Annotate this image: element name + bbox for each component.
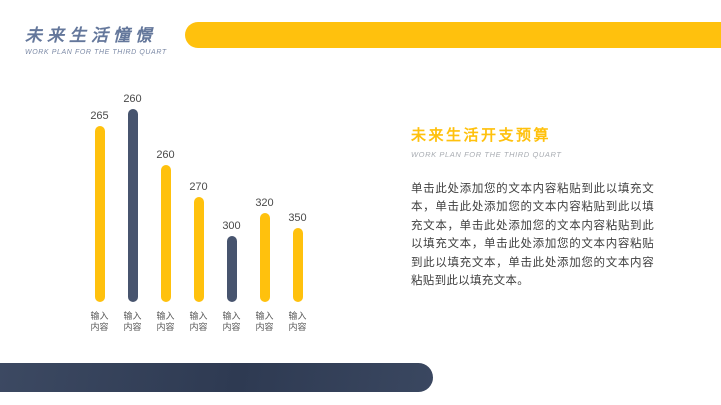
bar-area: 300: [215, 90, 248, 302]
content-panel: 未来生活开支预算 WORK PLAN FOR THE THIRD QUART 单…: [411, 124, 654, 290]
chart-bar: [193, 197, 204, 302]
bar-area: 270: [182, 90, 215, 302]
bar-value-label: 260: [156, 149, 175, 161]
bar-category-label: 输入 内容: [255, 311, 274, 332]
chart-column: 350 输入 内容: [281, 90, 314, 333]
slide-header: 未来生活憧憬 WORK PLAN FOR THE THIRD QUART: [25, 21, 167, 56]
bar-category-label: 输入 内容: [189, 311, 208, 332]
bar-category-label: 输入 内容: [90, 311, 109, 332]
chart-column: 260 输入 内容: [149, 90, 182, 333]
bar-area: 260: [116, 90, 149, 302]
bar-value-label: 350: [288, 212, 307, 224]
bar-category-label: 输入 内容: [222, 311, 241, 332]
bar-value-label: 260: [123, 93, 142, 105]
chart-column: 265 输入 内容: [83, 90, 116, 333]
bottom-accent-bar-shape: [0, 363, 433, 392]
bar-value-label: 270: [189, 181, 208, 193]
chart-bar: [127, 109, 138, 302]
chart-bar: [292, 228, 303, 302]
bar-chart: 265 输入 内容 260 输入 内容 260 输入 内容 270 输入 内容 300 输入 内容…: [83, 90, 314, 333]
chart-column: 270 输入 内容: [182, 90, 215, 333]
bar-area: 350: [281, 90, 314, 302]
slide-subtitle: WORK PLAN FOR THE THIRD QUART: [25, 49, 167, 56]
bar-value-label: 265: [90, 110, 109, 122]
chart-column: 300 输入 内容: [215, 90, 248, 333]
slide-title: 未来生活憧憬: [25, 26, 157, 45]
bar-area: 265: [83, 90, 116, 302]
bar-category-label: 输入 内容: [156, 311, 175, 332]
bar-value-label: 320: [255, 197, 274, 209]
chart-bar: [226, 236, 237, 302]
chart-column: 320 输入 内容: [248, 90, 281, 333]
bar-area: 260: [149, 90, 182, 302]
chart-bar: [94, 126, 105, 302]
panel-heading: 未来生活开支预算: [411, 127, 552, 144]
panel-subheading: WORK PLAN FOR THE THIRD QUART: [411, 150, 562, 159]
chart-bar: [160, 165, 171, 302]
bar-category-label: 输入 内容: [288, 311, 307, 332]
panel-body-text: 单击此处添加您的文本内容粘贴到此以填充文本，单击此处添加您的文本内容粘贴到此以填…: [411, 183, 654, 288]
bar-area: 320: [248, 90, 281, 302]
top-accent-bar-shape: [185, 22, 721, 48]
chart-bar: [259, 213, 270, 302]
bar-category-label: 输入 内容: [123, 311, 142, 332]
chart-column: 260 输入 内容: [116, 90, 149, 333]
bar-value-label: 300: [222, 220, 241, 232]
